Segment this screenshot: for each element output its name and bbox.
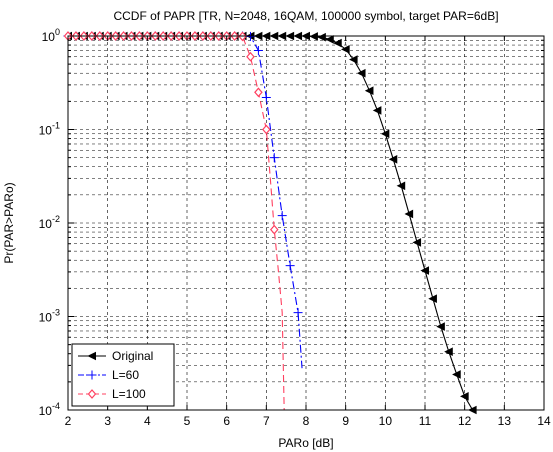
plus-marker bbox=[269, 153, 279, 163]
triangle-marker bbox=[420, 266, 429, 275]
triangle-marker bbox=[325, 35, 334, 44]
y-tick-label: 10-2 bbox=[39, 214, 60, 231]
triangle-marker bbox=[396, 181, 406, 191]
plus-marker bbox=[261, 92, 271, 102]
triangle-marker bbox=[317, 32, 326, 42]
y-tick-label-exponent: 0 bbox=[55, 27, 60, 37]
plus-marker bbox=[87, 370, 97, 380]
triangle-marker bbox=[452, 370, 461, 379]
y-tick-label: 100 bbox=[42, 27, 60, 44]
triangle-marker bbox=[460, 392, 469, 401]
y-tick-label-exponent: -3 bbox=[52, 308, 60, 318]
plus-marker bbox=[285, 261, 295, 271]
x-tick-label: 13 bbox=[498, 414, 512, 428]
legend-box bbox=[71, 343, 175, 407]
y-tick-label: 10-1 bbox=[39, 121, 60, 138]
x-tick-label: 9 bbox=[342, 414, 349, 428]
triangle-marker bbox=[380, 129, 390, 139]
legend: Original L=60 L=100 bbox=[71, 343, 175, 407]
x-tick-label: 10 bbox=[379, 414, 393, 428]
plus-marker bbox=[277, 211, 287, 221]
x-tick-label: 7 bbox=[263, 414, 270, 428]
triangle-marker bbox=[412, 238, 422, 247]
triangle-marker bbox=[356, 68, 366, 78]
y-tick-label-base: 10 bbox=[42, 30, 56, 44]
y-tick-label-base: 10 bbox=[39, 404, 53, 418]
legend-label: L=100 bbox=[112, 387, 146, 401]
legend-entry: Original bbox=[78, 349, 153, 363]
x-tick-label: 6 bbox=[223, 414, 230, 428]
plus-marker bbox=[293, 308, 303, 318]
y-tick-label: 10-3 bbox=[39, 308, 60, 325]
x-tick-label: 4 bbox=[144, 414, 151, 428]
chart-title: CCDF of PAPR [TR, N=2048, 16QAM, 100000 … bbox=[113, 9, 498, 23]
x-tick-label: 12 bbox=[458, 414, 472, 428]
triangle-marker bbox=[333, 38, 342, 48]
legend-label: Original bbox=[112, 349, 153, 363]
y-tick-label-base: 10 bbox=[39, 217, 53, 231]
x-tick-label: 5 bbox=[184, 414, 191, 428]
x-tick-label: 3 bbox=[104, 414, 111, 428]
x-tick-label: 2 bbox=[65, 414, 72, 428]
triangle-marker bbox=[436, 322, 445, 331]
triangle-marker bbox=[444, 347, 453, 357]
x-tick-label: 14 bbox=[537, 414, 551, 428]
triangle-marker bbox=[428, 294, 437, 304]
diamond-marker bbox=[262, 124, 271, 135]
triangle-marker bbox=[348, 55, 358, 64]
diamond-marker bbox=[254, 87, 263, 98]
y-tick-label-exponent: -4 bbox=[52, 401, 60, 411]
diamond-marker bbox=[87, 389, 97, 399]
y-axis-label: Pr(PAR>PARo) bbox=[2, 182, 16, 263]
y-tick-label-exponent: -1 bbox=[52, 121, 60, 131]
y-tick-label-base: 10 bbox=[39, 311, 53, 325]
legend-entry: L=60 bbox=[78, 368, 139, 382]
triangle-marker bbox=[341, 45, 350, 54]
triangle-marker bbox=[372, 106, 382, 115]
triangle-marker bbox=[364, 86, 374, 96]
triangle-marker bbox=[404, 209, 414, 219]
legend-entry: L=100 bbox=[78, 387, 146, 401]
x-axis-label: PARo [dB] bbox=[278, 436, 333, 450]
diamond-marker bbox=[269, 224, 279, 235]
triangle-marker bbox=[388, 154, 398, 164]
triangle-marker bbox=[87, 351, 96, 361]
legend-label: L=60 bbox=[112, 368, 139, 382]
y-tick-label-exponent: -2 bbox=[52, 214, 60, 224]
y-tick-label: 10-4 bbox=[39, 401, 60, 418]
x-tick-label: 8 bbox=[303, 414, 310, 428]
x-tick-label: 11 bbox=[419, 414, 432, 428]
plus-marker bbox=[253, 45, 263, 55]
diamond-marker bbox=[246, 51, 255, 62]
y-tick-label-base: 10 bbox=[39, 124, 53, 138]
